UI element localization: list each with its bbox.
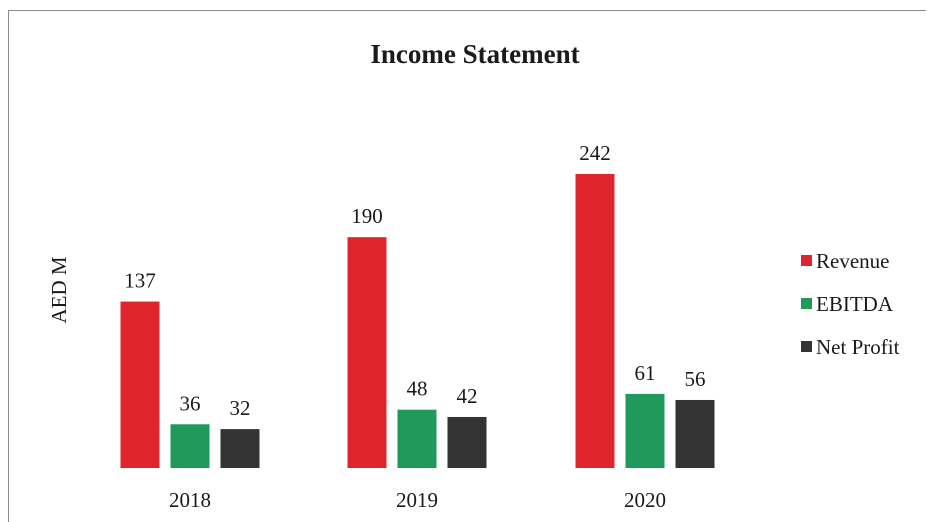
legend-label-net-profit: Net Profit [816,335,900,359]
bar-ebitda-2018 [170,424,210,468]
chart-title: Income Statement [370,39,579,69]
data-label-revenue-2020: 242 [579,141,611,165]
data-label-net-profit-2019: 42 [457,384,478,408]
bar-ebitda-2020 [625,393,665,468]
bar-revenue-2020 [575,174,615,468]
chart-frame [8,10,926,522]
data-label-net-profit-2018: 32 [230,396,251,420]
data-label-ebitda-2018: 36 [180,391,201,415]
bar-net-profit-2018 [220,429,260,468]
x-tick-label-2018: 2018 [169,488,211,512]
data-label-revenue-2019: 190 [351,204,383,228]
bar-net-profit-2020 [675,399,715,468]
data-label-revenue-2018: 137 [124,269,156,293]
x-tick-label-2019: 2019 [396,488,438,512]
legend-label-ebitda: EBITDA [816,292,894,316]
y-axis-label: AED M [47,256,71,323]
x-tick-label-2020: 2020 [624,488,666,512]
data-label-ebitda-2020: 61 [635,361,656,385]
legend-swatch-revenue [801,255,812,266]
bars-group: 137 36 32 2018 190 48 42 2019 242 61 56 2020 [120,141,715,512]
legend-swatch-ebitda [801,298,812,309]
bar-revenue-2019 [347,237,387,468]
bar-revenue-2018 [120,301,160,468]
legend-label-revenue: Revenue [816,249,889,273]
data-label-net-profit-2020: 56 [685,367,706,391]
bar-net-profit-2019 [447,416,487,468]
legend-swatch-net-profit [801,341,812,352]
data-label-ebitda-2019: 48 [407,377,428,401]
legend: Revenue EBITDA Net Profit [801,249,900,359]
bar-ebitda-2019 [397,409,437,468]
